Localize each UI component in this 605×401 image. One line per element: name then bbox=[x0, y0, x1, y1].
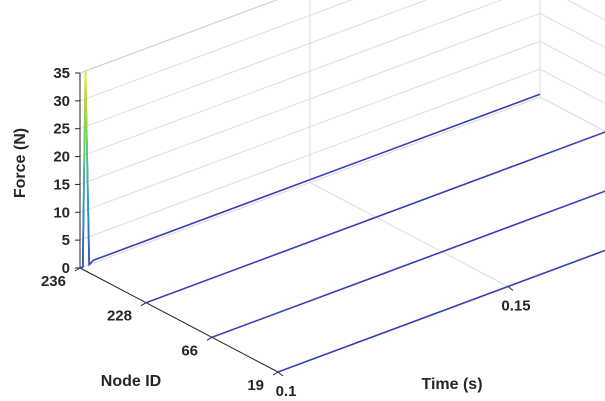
series-line-node-228 bbox=[145, 131, 605, 304]
x-tick bbox=[277, 371, 284, 377]
x-tick-label: 0.1 bbox=[276, 383, 297, 400]
z-tick-label: 35 bbox=[53, 65, 70, 82]
z-tick-label: 20 bbox=[53, 149, 70, 166]
x-axis-title: Time (s) bbox=[421, 376, 482, 393]
x-tick-label: 0.15 bbox=[501, 298, 530, 315]
series-line-node-66 bbox=[211, 190, 605, 339]
y-tick-label: 19 bbox=[247, 377, 264, 394]
right-wall-z-gridline bbox=[566, 0, 605, 21]
axes-layer bbox=[74, 72, 605, 377]
box-edge bbox=[79, 0, 278, 74]
z-tick-label: 10 bbox=[53, 204, 70, 221]
y-axis-line bbox=[79, 267, 279, 373]
y-axis-title: Node ID bbox=[101, 373, 161, 390]
right-wall-z-gridline bbox=[539, 68, 605, 104]
data-layer bbox=[79, 70, 605, 373]
z-tick-label: 15 bbox=[53, 176, 70, 193]
right-wall-z-gridline bbox=[539, 40, 605, 76]
y-tick bbox=[272, 371, 279, 376]
floor-y-gridline bbox=[211, 190, 605, 338]
x-axis-line bbox=[277, 249, 605, 373]
floor-y-gridline bbox=[277, 249, 605, 373]
z-tick-label: 0 bbox=[62, 260, 70, 277]
y-tick bbox=[74, 267, 81, 272]
series-line-node-19 bbox=[277, 249, 605, 373]
floor-y-gridline bbox=[79, 96, 541, 269]
x-tick bbox=[507, 286, 514, 291]
z-tick-label: 25 bbox=[53, 121, 70, 138]
right-wall-z-gridline bbox=[539, 12, 605, 49]
y-tick bbox=[140, 302, 147, 307]
series-peak-node-236 bbox=[81, 70, 91, 268]
y-tick-label: 228 bbox=[107, 308, 132, 325]
z-tick-label: 30 bbox=[53, 93, 70, 110]
floor-x-gridline bbox=[539, 96, 605, 132]
y-tick-label: 66 bbox=[181, 342, 198, 359]
y-tick bbox=[206, 336, 213, 341]
z-axis-title: Force (N) bbox=[12, 128, 29, 198]
z-tick-label: 5 bbox=[62, 232, 70, 249]
y-tick-label: 236 bbox=[41, 273, 66, 290]
grid-layer bbox=[79, 0, 605, 373]
floor-x-gridline bbox=[309, 182, 509, 287]
right-wall-z-gridline bbox=[539, 96, 605, 132]
right-wall-z-gridline bbox=[540, 0, 605, 34]
